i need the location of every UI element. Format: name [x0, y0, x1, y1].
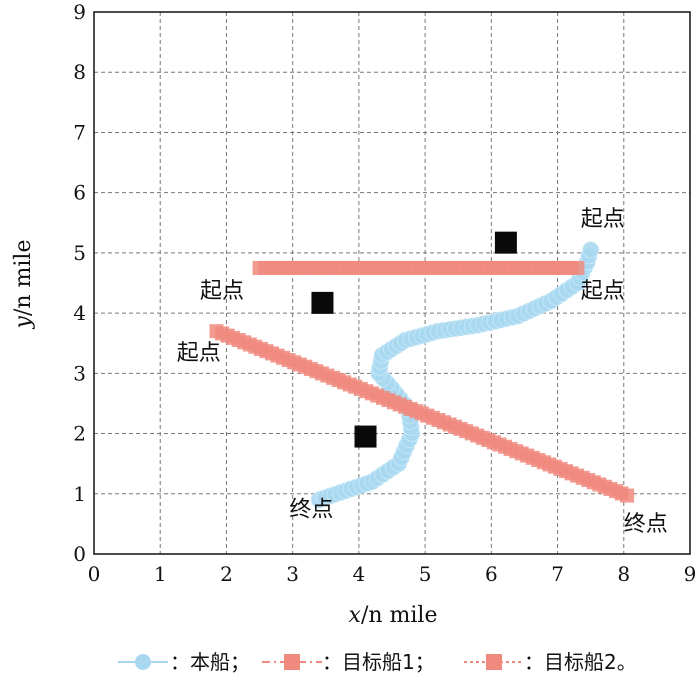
annotation-label: 起点: [177, 341, 221, 366]
legend-label-own-ship: ：本船；: [170, 650, 250, 674]
y-tick-label: 7: [73, 120, 86, 144]
annotation-label: 终点: [624, 512, 668, 537]
x-tick-label: 9: [684, 562, 697, 586]
legend-label-target2: ：目标船2。: [524, 650, 637, 674]
x-tick-label: 4: [353, 562, 366, 586]
x-tick-label: 7: [551, 562, 564, 586]
annotation-label: 起点: [581, 279, 625, 304]
data-point: [570, 260, 585, 275]
x-tick-label: 0: [88, 562, 101, 586]
y-tick-label: 1: [73, 482, 86, 506]
legend: ：本船； ：目标船1； ：目标船2。: [118, 650, 637, 674]
legend-marker-own-ship: [135, 654, 151, 670]
tick-label-layer: 0 1 2 3 4 5 6 7 8 9 0 1 2 3 4 5 6 7 8 9: [73, 0, 696, 586]
annotation-label: 起点: [200, 279, 244, 304]
legend-item-target2: ：目标船2。: [464, 650, 637, 674]
x-axis-title: x/n mile: [349, 603, 438, 628]
annotation-label: 终点: [289, 498, 333, 523]
x-tick-label: 6: [485, 562, 498, 586]
black-square-marker: [311, 291, 334, 314]
y-tick-label: 8: [73, 60, 86, 84]
y-axis-var: y: [11, 315, 36, 329]
series-0: [310, 241, 600, 509]
x-tick-label: 2: [220, 562, 233, 586]
x-tick-label: 3: [286, 562, 299, 586]
black-square-marker: [494, 231, 517, 254]
legend-marker-target2: [486, 654, 502, 670]
y-tick-label: 3: [73, 361, 86, 385]
y-tick-label: 4: [73, 301, 86, 325]
plot-border: [93, 11, 691, 555]
black-square-marker: [354, 425, 377, 448]
legend-item-target1: ：目标船1；: [262, 650, 435, 674]
series-2: [209, 324, 635, 503]
data-point: [620, 488, 635, 503]
x-tick-label: 5: [419, 562, 432, 586]
x-axis-var: x: [349, 603, 362, 628]
x-tick-label: 1: [154, 562, 167, 586]
y-tick-label: 9: [73, 0, 86, 24]
legend-item-own-ship: ：本船；: [118, 650, 250, 674]
data-point: [582, 241, 600, 259]
y-tick-label: 5: [73, 241, 86, 265]
y-tick-label: 0: [73, 542, 86, 566]
black-square-layer: [311, 231, 517, 448]
plot-frame: [93, 11, 691, 555]
y-axis-title: y/n mile: [11, 240, 36, 330]
y-tick-label: 2: [73, 422, 86, 446]
series-1: [252, 260, 585, 275]
x-tick-label: 8: [617, 562, 630, 586]
legend-label-target1: ：目标船1；: [322, 650, 435, 674]
series-layer: [209, 241, 635, 509]
y-axis-unit: /n mile: [11, 240, 36, 317]
y-tick-label: 6: [73, 181, 86, 205]
x-axis-unit: /n mile: [361, 603, 438, 628]
annotation-label: 起点: [581, 207, 625, 232]
legend-marker-target1: [284, 654, 300, 670]
